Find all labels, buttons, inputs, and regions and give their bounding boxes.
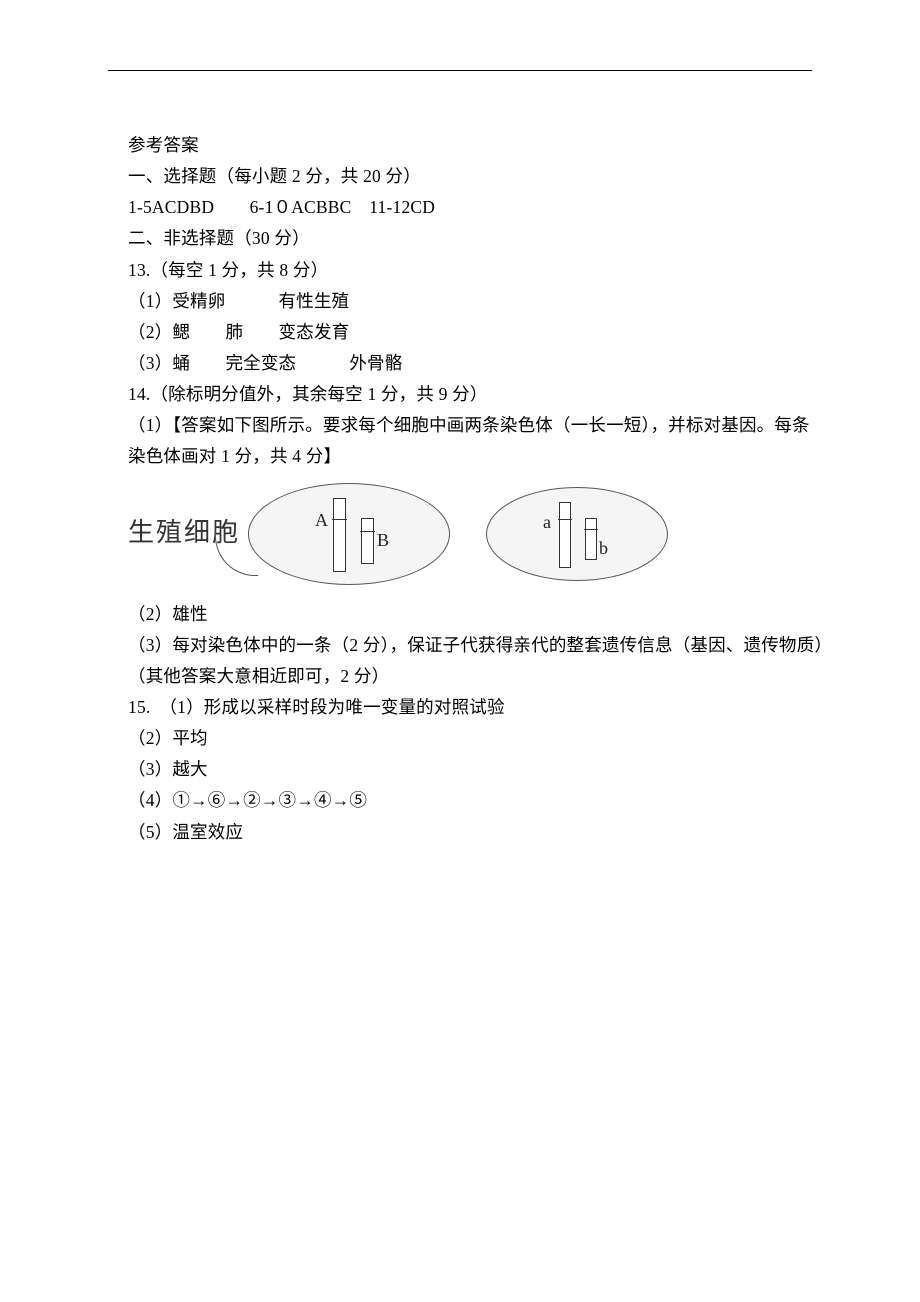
cell2-chromosome-long — [559, 502, 571, 568]
cell1-chromosome-short — [361, 518, 374, 564]
section1-answers: 1-5ACDBD 6-1０ACBBC 11-12CD — [128, 192, 792, 223]
cell1-chromosome-long — [333, 498, 346, 572]
answers-title: 参考答案 — [128, 130, 792, 161]
q14-a3-line2: （其他答案大意相近即可，2 分） — [128, 661, 792, 692]
q13-heading: 13.（每空 1 分，共 8 分） — [128, 255, 792, 286]
centromere — [332, 519, 347, 520]
q15-a3: （3）越大 — [128, 754, 792, 785]
cell-2: a b — [486, 487, 668, 581]
q14-a1-line2: 染色体画对 1 分，共 4 分】 — [128, 441, 792, 472]
centromere — [558, 519, 572, 520]
centromere — [360, 531, 375, 532]
gene-label-b: b — [599, 532, 608, 564]
gene-label-A: A — [315, 504, 328, 536]
cell2-chromosome-short — [585, 518, 597, 560]
q14-figure: 生殖细胞 A B a b — [128, 479, 792, 589]
section1-heading: 一、选择题（每小题 2 分，共 20 分） — [128, 161, 792, 192]
page: 参考答案 一、选择题（每小题 2 分，共 20 分） 1-5ACDBD 6-1０… — [0, 0, 920, 1302]
cell-connector — [215, 533, 258, 576]
q14-a2: （2）雄性 — [128, 599, 792, 630]
q14-heading: 14.（除标明分值外，其余每空 1 分，共 9 分） — [128, 379, 792, 410]
q13-a1: （1）受精卵 有性生殖 — [128, 286, 792, 317]
section2-heading: 二、非选择题（30 分） — [128, 223, 792, 254]
q13-a2: （2）鳃 肺 变态发育 — [128, 317, 792, 348]
q14-a3-line1: （3）每对染色体中的一条（2 分），保证子代获得亲代的整套遗传信息（基因、遗传物… — [128, 630, 792, 661]
q15-a5: （5）温室效应 — [128, 817, 792, 848]
q15-a2: （2）平均 — [128, 723, 792, 754]
q14-a1-line1: （1）【答案如下图所示。要求每个细胞中画两条染色体（一长一短），并标对基因。每条 — [128, 410, 792, 441]
cell-1: A B — [248, 483, 450, 585]
q15-line1: 15. （1）形成以采样时段为唯一变量的对照试验 — [128, 692, 792, 723]
top-rule — [108, 70, 812, 71]
q15-a4: （4）①→⑥→②→③→④→⑤ — [128, 785, 792, 816]
gene-label-a: a — [543, 506, 551, 538]
content: 参考答案 一、选择题（每小题 2 分，共 20 分） 1-5ACDBD 6-1０… — [128, 130, 792, 848]
gene-label-B: B — [377, 524, 389, 556]
centromere — [584, 529, 598, 530]
q13-a3: （3）蛹 完全变态 外骨骼 — [128, 348, 792, 379]
